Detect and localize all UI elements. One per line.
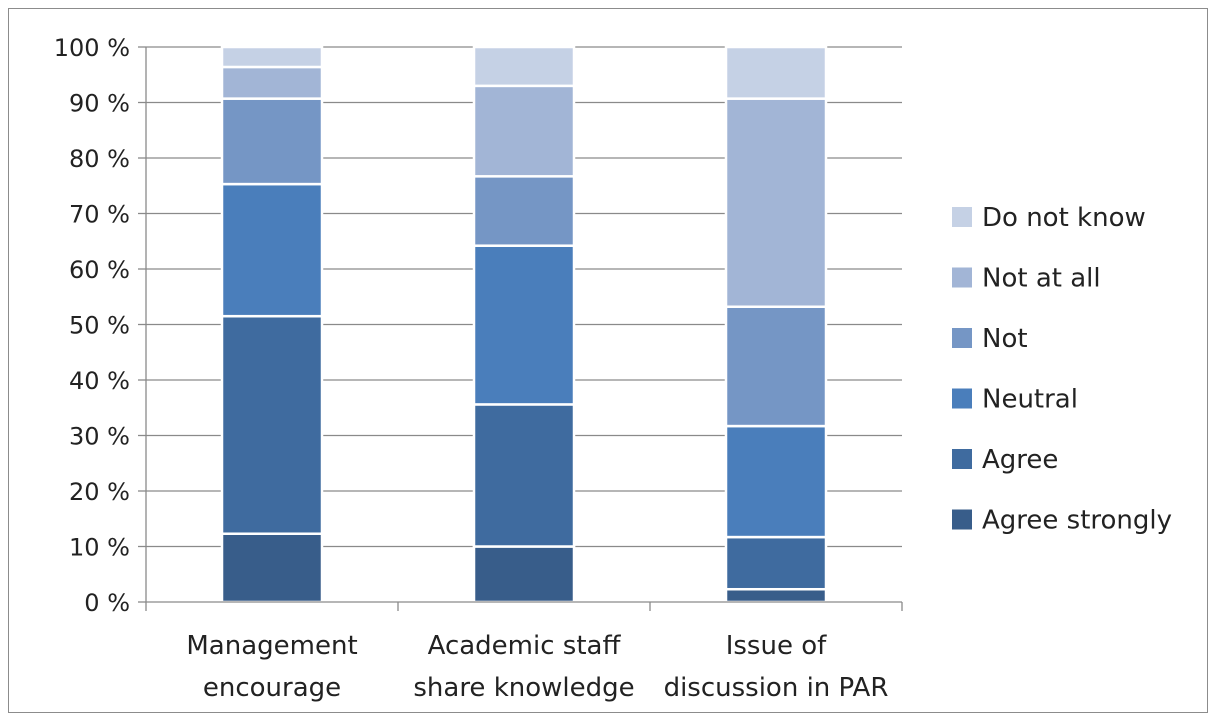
- bar-segment: [724, 305, 828, 428]
- category-label: share knowledge: [413, 673, 634, 703]
- legend: Do not know Not at all Not Neutral Agree Agre…: [952, 203, 1172, 536]
- y-tick-label: 70 %: [69, 201, 130, 229]
- legend-label: Not at all: [982, 264, 1101, 294]
- category-label: encourage: [203, 673, 341, 703]
- bar-segment: [220, 532, 324, 604]
- bar-segment: [724, 587, 828, 604]
- bar-segment: [472, 175, 576, 247]
- legend-label: Do not know: [982, 203, 1146, 233]
- y-tick-label: 100 %: [54, 34, 130, 62]
- category-labels: Management encourage Academic staff share k…: [186, 631, 888, 703]
- legend-label: Neutral: [982, 385, 1078, 415]
- legend-swatch: [952, 449, 972, 469]
- legend-swatch: [952, 388, 972, 409]
- bar-segment: [472, 244, 576, 406]
- bar-segment: [220, 45, 324, 69]
- y-tick-label: 0 %: [84, 589, 130, 617]
- bar-segment: [220, 97, 324, 186]
- bar-segment: [472, 45, 576, 88]
- bar-segment: [472, 545, 576, 604]
- bars: [220, 45, 828, 604]
- y-tick-labels: 0 % 10 % 20 % 30 % 40 % 50 % 60 % 70 % 80 % 90 % 1…: [54, 34, 130, 617]
- legend-label: Agree strongly: [982, 506, 1172, 536]
- legend-swatch: [952, 267, 972, 288]
- legend-label: Agree: [982, 445, 1058, 475]
- bar-segment: [220, 65, 324, 100]
- y-tick-label: 90 %: [69, 90, 130, 118]
- axes: [138, 46, 903, 611]
- category-label: Issue of: [726, 631, 827, 661]
- bar-segment: [724, 424, 828, 539]
- legend-swatch: [952, 207, 972, 227]
- y-tick-label: 80 %: [69, 145, 130, 173]
- bar-segment: [724, 535, 828, 591]
- bar-segment: [724, 97, 828, 308]
- y-tick-label: 50 %: [69, 312, 130, 340]
- y-tick-label: 30 %: [69, 423, 130, 451]
- bar-segment: [724, 45, 828, 100]
- bar-segment: [220, 314, 324, 535]
- legend-label: Not: [982, 324, 1028, 354]
- category-label: discussion in PAR: [664, 673, 889, 703]
- y-tick-label: 10 %: [69, 534, 130, 562]
- legend-swatch: [952, 509, 972, 530]
- bar-segment: [220, 182, 324, 318]
- bar-segment: [472, 84, 576, 178]
- chart-frame: [8, 8, 1208, 713]
- category-label: Academic staff: [428, 631, 622, 661]
- legend-swatch: [952, 328, 972, 348]
- category-label: Management: [186, 631, 357, 661]
- bar-segment: [472, 403, 576, 548]
- y-tick-label: 60 %: [69, 256, 130, 284]
- y-tick-label: 40 %: [69, 367, 130, 395]
- y-tick-label: 20 %: [69, 478, 130, 506]
